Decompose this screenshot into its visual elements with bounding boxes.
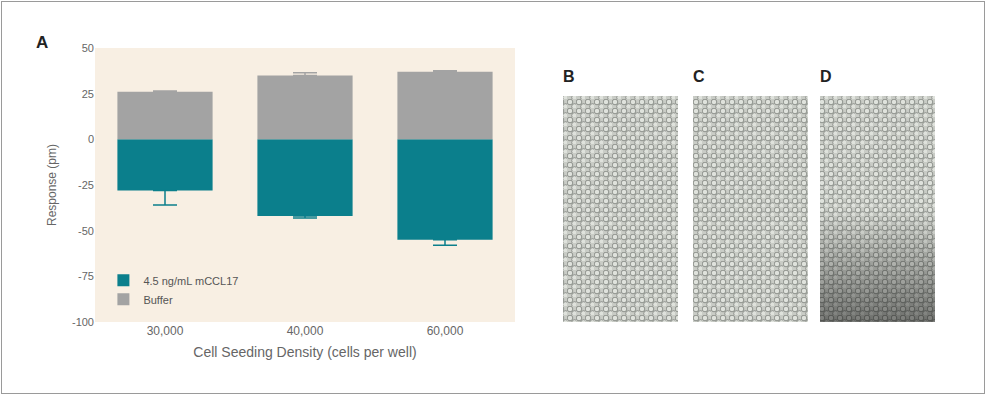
svg-text:60,000: 60,000 — [427, 324, 464, 338]
svg-text:-100: -100 — [72, 316, 94, 328]
svg-text:40,000: 40,000 — [287, 324, 324, 338]
svg-text:30,000: 30,000 — [147, 324, 184, 338]
svg-text:Buffer: Buffer — [143, 294, 172, 306]
svg-text:-75: -75 — [78, 270, 94, 282]
svg-text:0: 0 — [88, 133, 94, 145]
svg-text:D: D — [820, 68, 832, 85]
svg-text:50: 50 — [82, 42, 94, 54]
svg-text:Response (pm): Response (pm) — [45, 144, 59, 226]
html-text:A: A — [36, 33, 49, 52]
svg-text:C: C — [693, 68, 705, 85]
svg-text:4.5 ng/mL mCCL17: 4.5 ng/mL mCCL17 — [143, 275, 238, 287]
svg-text:-50: -50 — [78, 225, 94, 237]
svg-text:Cell Seeding Density (cells pe: Cell Seeding Density (cells per well) — [193, 344, 416, 360]
svg-text:B: B — [563, 68, 575, 85]
svg-text:-25: -25 — [78, 179, 94, 191]
svg-text:25: 25 — [82, 88, 94, 100]
